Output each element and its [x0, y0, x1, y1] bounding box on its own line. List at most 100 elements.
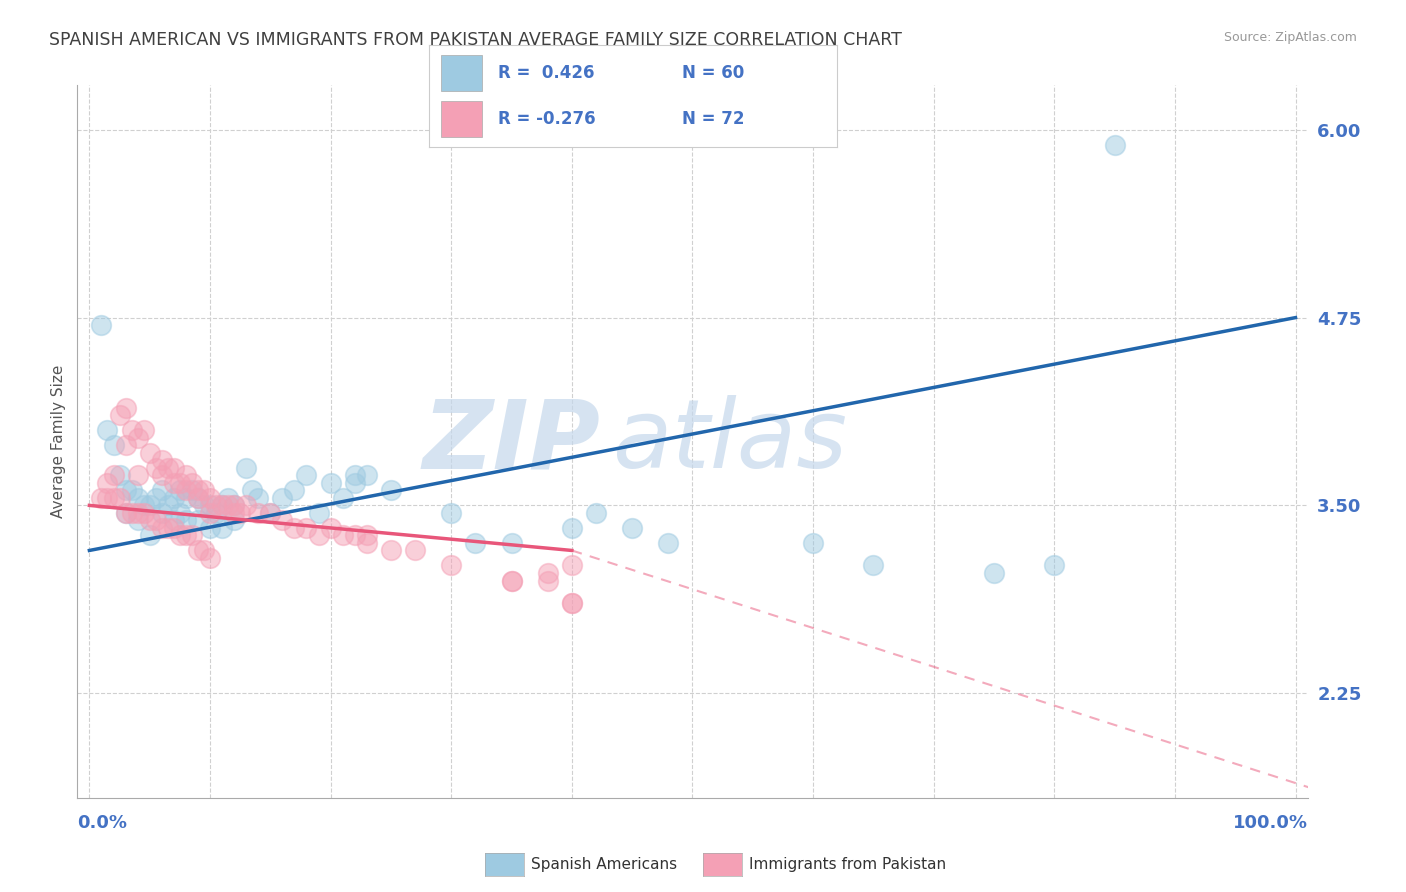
Point	[356, 468, 378, 483]
Point	[121, 483, 143, 498]
Point	[150, 521, 173, 535]
Point	[585, 506, 607, 520]
Point	[295, 468, 318, 483]
Point	[96, 423, 118, 437]
Point	[132, 499, 155, 513]
Point	[271, 513, 294, 527]
Point	[121, 506, 143, 520]
Point	[235, 460, 257, 475]
Point	[537, 566, 560, 580]
Point	[198, 551, 221, 566]
Point	[187, 543, 209, 558]
Point	[145, 460, 167, 475]
Point	[138, 446, 160, 460]
Point	[145, 491, 167, 505]
Point	[127, 431, 149, 445]
Point	[163, 513, 186, 527]
Point	[308, 506, 330, 520]
Point	[174, 528, 197, 542]
Text: N = 72: N = 72	[682, 110, 744, 128]
Text: R = -0.276: R = -0.276	[498, 110, 596, 128]
Point	[193, 499, 215, 513]
Point	[801, 536, 824, 550]
Text: R =  0.426: R = 0.426	[498, 64, 595, 82]
Point	[145, 513, 167, 527]
Point	[114, 401, 136, 415]
Point	[1104, 137, 1126, 152]
Point	[96, 475, 118, 490]
Bar	[441, 55, 482, 91]
Text: SPANISH AMERICAN VS IMMIGRANTS FROM PAKISTAN AVERAGE FAMILY SIZE CORRELATION CHA: SPANISH AMERICAN VS IMMIGRANTS FROM PAKI…	[49, 31, 903, 49]
Point	[156, 521, 179, 535]
Point	[114, 506, 136, 520]
Point	[150, 468, 173, 483]
Point	[127, 491, 149, 505]
Point	[198, 506, 221, 520]
Point	[356, 536, 378, 550]
Point	[163, 521, 186, 535]
Point	[169, 475, 191, 490]
Point	[180, 475, 202, 490]
Point	[501, 574, 523, 588]
Point	[138, 528, 160, 542]
Point	[259, 506, 281, 520]
Point	[283, 521, 305, 535]
Text: Spanish Americans: Spanish Americans	[531, 857, 678, 871]
Point	[132, 506, 155, 520]
Point	[187, 491, 209, 505]
Point	[224, 506, 246, 520]
Point	[271, 491, 294, 505]
Point	[156, 499, 179, 513]
Point	[211, 521, 233, 535]
Point	[193, 543, 215, 558]
Point	[343, 528, 366, 542]
Text: Immigrants from Pakistan: Immigrants from Pakistan	[749, 857, 946, 871]
Text: ZIP: ZIP	[422, 395, 600, 488]
Point	[174, 468, 197, 483]
Point	[343, 475, 366, 490]
Point	[224, 499, 246, 513]
Point	[187, 483, 209, 498]
Point	[169, 528, 191, 542]
Point	[108, 468, 131, 483]
Point	[561, 521, 583, 535]
Point	[96, 491, 118, 505]
Point	[983, 566, 1005, 580]
Point	[1043, 558, 1066, 573]
Point	[621, 521, 644, 535]
Point	[103, 468, 125, 483]
Point	[319, 521, 342, 535]
Point	[205, 499, 228, 513]
Point	[247, 506, 270, 520]
Point	[259, 506, 281, 520]
Point	[224, 499, 246, 513]
Bar	[441, 101, 482, 137]
Point	[501, 536, 523, 550]
Point	[138, 513, 160, 527]
Point	[295, 521, 318, 535]
Point	[283, 483, 305, 498]
Point	[163, 475, 186, 490]
Point	[501, 574, 523, 588]
Text: atlas: atlas	[613, 395, 848, 488]
Point	[862, 558, 884, 573]
Point	[561, 596, 583, 610]
Text: 0.0%: 0.0%	[77, 814, 128, 831]
Point	[211, 499, 233, 513]
Point	[156, 460, 179, 475]
Point	[114, 438, 136, 452]
Point	[150, 506, 173, 520]
Point	[247, 491, 270, 505]
Point	[380, 483, 402, 498]
Point	[332, 491, 354, 505]
Point	[229, 506, 252, 520]
Point	[211, 499, 233, 513]
Point	[150, 453, 173, 467]
Point	[108, 409, 131, 423]
Point	[138, 499, 160, 513]
Point	[114, 483, 136, 498]
Point	[217, 491, 239, 505]
Point	[121, 423, 143, 437]
Point	[132, 423, 155, 437]
Y-axis label: Average Family Size: Average Family Size	[51, 365, 66, 518]
